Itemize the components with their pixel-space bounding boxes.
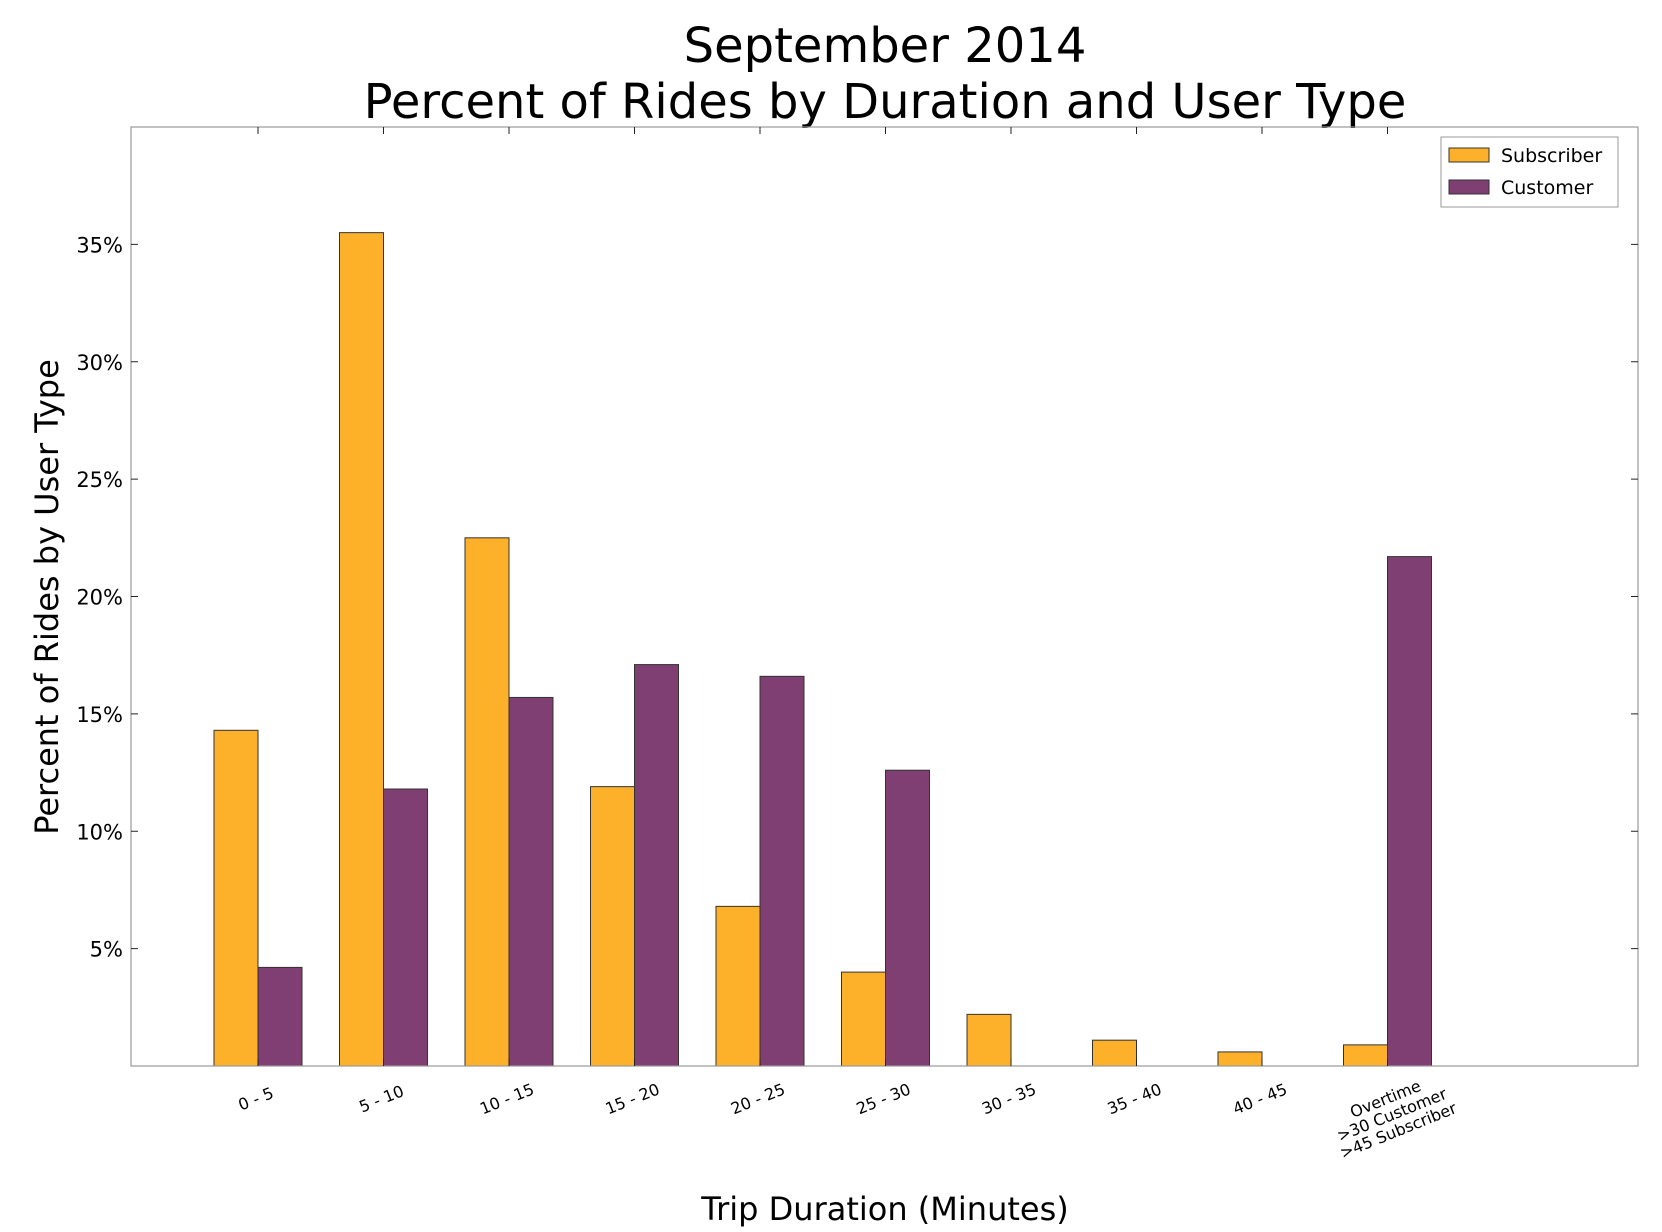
bar-subscriber-0 (213, 729, 259, 1067)
bar-subscriber-6 (966, 1013, 1012, 1067)
bar-subscriber-9 (1343, 1044, 1388, 1067)
bar-subscriber-8 (1217, 1051, 1263, 1067)
y-axis-label: Percent of Rides by User Type (28, 359, 66, 835)
legend-swatch-customer (1448, 179, 1490, 195)
bar-subscriber-3 (590, 786, 635, 1067)
x-tick-label-8: 40 - 45 (1230, 1079, 1290, 1118)
y-tick-label-3: 20% (76, 586, 123, 610)
bar-subscriber-5 (841, 971, 886, 1067)
legend-swatch-subscriber (1448, 147, 1490, 163)
bar-customer-3 (634, 664, 679, 1067)
y-tick-label-1: 10% (76, 820, 123, 844)
bar-customer-9 (1387, 556, 1432, 1067)
y-tick-label-0: 5% (90, 938, 123, 962)
bar-customer-0 (257, 966, 303, 1067)
bar-subscriber-2 (464, 537, 510, 1067)
bar-customer-4 (759, 675, 805, 1067)
bar-customer-1 (383, 788, 428, 1067)
y-tick-label-2: 15% (76, 703, 123, 727)
y-tick-label-5: 30% (76, 351, 123, 375)
bar-customer-2 (508, 696, 554, 1067)
x-tick-label-7: 35 - 40 (1105, 1079, 1165, 1118)
x-tick-label-9: Overtime>30 Customer>45 Subscriber (1324, 1067, 1459, 1163)
x-tick-label-1: 5 - 10 (356, 1081, 406, 1116)
x-tick-label-6: 30 - 35 (979, 1079, 1039, 1118)
legend-label-customer: Customer (1501, 177, 1593, 199)
y-tick-label-4: 25% (76, 468, 123, 492)
x-tick-label-5: 25 - 30 (854, 1079, 914, 1118)
x-tick-label-4: 20 - 25 (728, 1079, 788, 1118)
x-tick-label-0: 0 - 5 (236, 1083, 277, 1114)
bar-customer-5 (885, 769, 930, 1067)
x-axis-label: Trip Duration (Minutes) (700, 1190, 1068, 1228)
legend-label-subscriber: Subscriber (1501, 145, 1602, 167)
bar-subscriber-1 (339, 232, 384, 1067)
bar-subscriber-4 (715, 905, 761, 1067)
chart-title-line-2: Percent of Rides by Duration and User Ty… (364, 74, 1407, 130)
bar-subscriber-7 (1092, 1039, 1137, 1067)
y-tick-label-6: 35% (76, 233, 123, 257)
plot-area: 5% 10% 15% 20% 25% 30% 35% 0 - 5 5 - 10 10 - 15 15… (76, 126, 1639, 1163)
x-tick-label-3: 15 - 20 (603, 1079, 663, 1118)
x-tick-label-2: 10 - 15 (477, 1079, 537, 1118)
legend: Subscriber Customer (1440, 136, 1619, 208)
chart-title-line-1: September 2014 (684, 18, 1087, 74)
